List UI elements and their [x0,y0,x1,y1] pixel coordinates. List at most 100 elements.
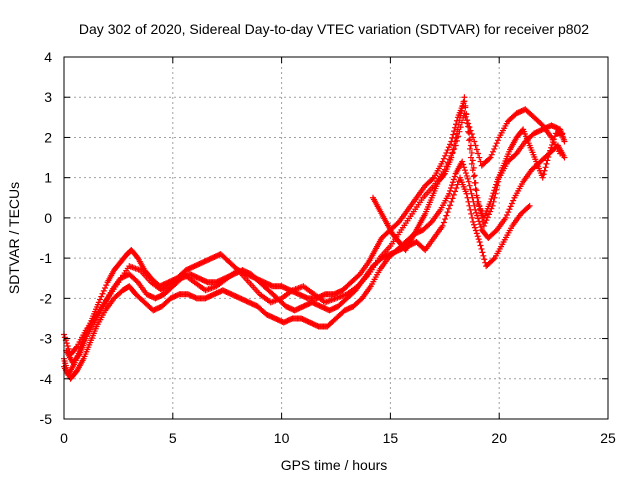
data-point-interp [462,102,469,109]
data-point-interp [475,218,482,225]
data-point-interp [471,221,478,228]
data-point-interp [469,214,476,221]
data-point [459,158,466,165]
y-tick-label: -2 [40,290,53,306]
data-point-interp [450,176,457,183]
y-tick-label: 3 [44,89,52,105]
data-point-interp [461,164,468,171]
data-point-interp [480,252,487,259]
data-point-interp [475,236,482,243]
y-tick-label: 0 [44,210,52,226]
data-point-interp [489,193,496,200]
data-point-interp [443,149,450,156]
y-tick-labels: -5 -4 -3 -2 -1 0 1 2 3 4 [40,49,53,427]
data-point-interp [99,290,106,297]
data-point-interp [465,128,472,135]
data-point-interp [486,155,493,162]
y-tick-label: 4 [44,49,52,65]
data-point-interp [464,175,471,182]
data-point [502,214,509,221]
data-point-interp [102,284,109,291]
data-point [546,150,553,157]
data-point-interp [468,160,475,167]
data-point-interp [549,141,556,148]
x-tick-label: 20 [491,430,507,446]
data-point-interp [506,206,513,213]
data-point-interp [75,352,82,359]
data-point-interp [65,345,72,352]
data-point [561,138,568,145]
data-point-interp [472,227,479,234]
data-point-interp [466,137,473,144]
data-point-interp [448,185,455,192]
data-point-interp [463,111,470,118]
data-point-interp [468,149,475,156]
data-point-interp [476,221,483,228]
data-point [461,94,468,101]
data-point [487,198,494,205]
data-point-interp [475,150,482,157]
data-point-interp [542,164,549,171]
data-point-interp [472,186,479,193]
data-point [467,154,474,161]
data-point-interp [469,167,476,174]
y-tick-label: 1 [44,170,52,186]
data-point-interp [507,203,514,210]
data-point-interp [544,157,551,164]
data-point-interp [543,160,550,167]
data-point-interp [460,161,467,168]
data-point-interp [450,191,457,198]
data-point-interp [547,147,554,154]
data-point-interp [98,293,105,300]
data-point [476,239,483,246]
data-point [448,154,455,161]
data-point-interp [482,220,489,227]
data-point-interp [447,202,454,209]
data-point-interp [473,146,480,153]
data-point-interp [450,146,457,153]
data-point-interp [61,334,68,341]
data-point [480,222,487,229]
x-tick-label: 25 [600,430,616,446]
data-point-interp [451,173,458,180]
data-point-interp [445,144,452,151]
data-point-interp [450,131,457,138]
y-tick-label: -4 [40,371,53,387]
y-tick-label: -5 [40,411,53,427]
data-point-interp [472,142,479,149]
data-point-interp [510,197,517,204]
data-point-interp [64,343,71,350]
data-point-interp [447,141,454,148]
data-point-interp [477,242,484,249]
data-point-interp [549,139,556,146]
data-point-interp [73,344,80,351]
data-point-interp [442,152,449,159]
data-point-interp [478,245,485,252]
data-point-interp [100,287,107,294]
data-point-interp [473,187,480,194]
data-point-interp [475,215,482,222]
data-point-interp [471,172,478,179]
data-point-interp [460,98,467,105]
data-point-interp [473,209,480,216]
data-point-interp [491,145,498,152]
x-axis-label: GPS time / hours [281,457,388,473]
data-point-interp [429,175,436,182]
data-point-interp [525,203,532,210]
x-tick-labels: 0 5 10 15 20 25 [60,430,616,446]
data-point-interp [97,296,104,303]
data-point [470,218,477,225]
data-point [487,154,494,161]
data-point-interp [457,112,464,119]
data-point [559,130,566,137]
data-point [539,174,546,181]
data-point-interp [466,136,473,143]
data-point [526,202,533,209]
data-point-interp [479,249,486,256]
data-point-interp [449,150,456,157]
data-point-interp [464,194,471,201]
data-point [454,126,461,133]
data-point-interp [454,181,461,188]
data-point-interp [481,256,488,263]
